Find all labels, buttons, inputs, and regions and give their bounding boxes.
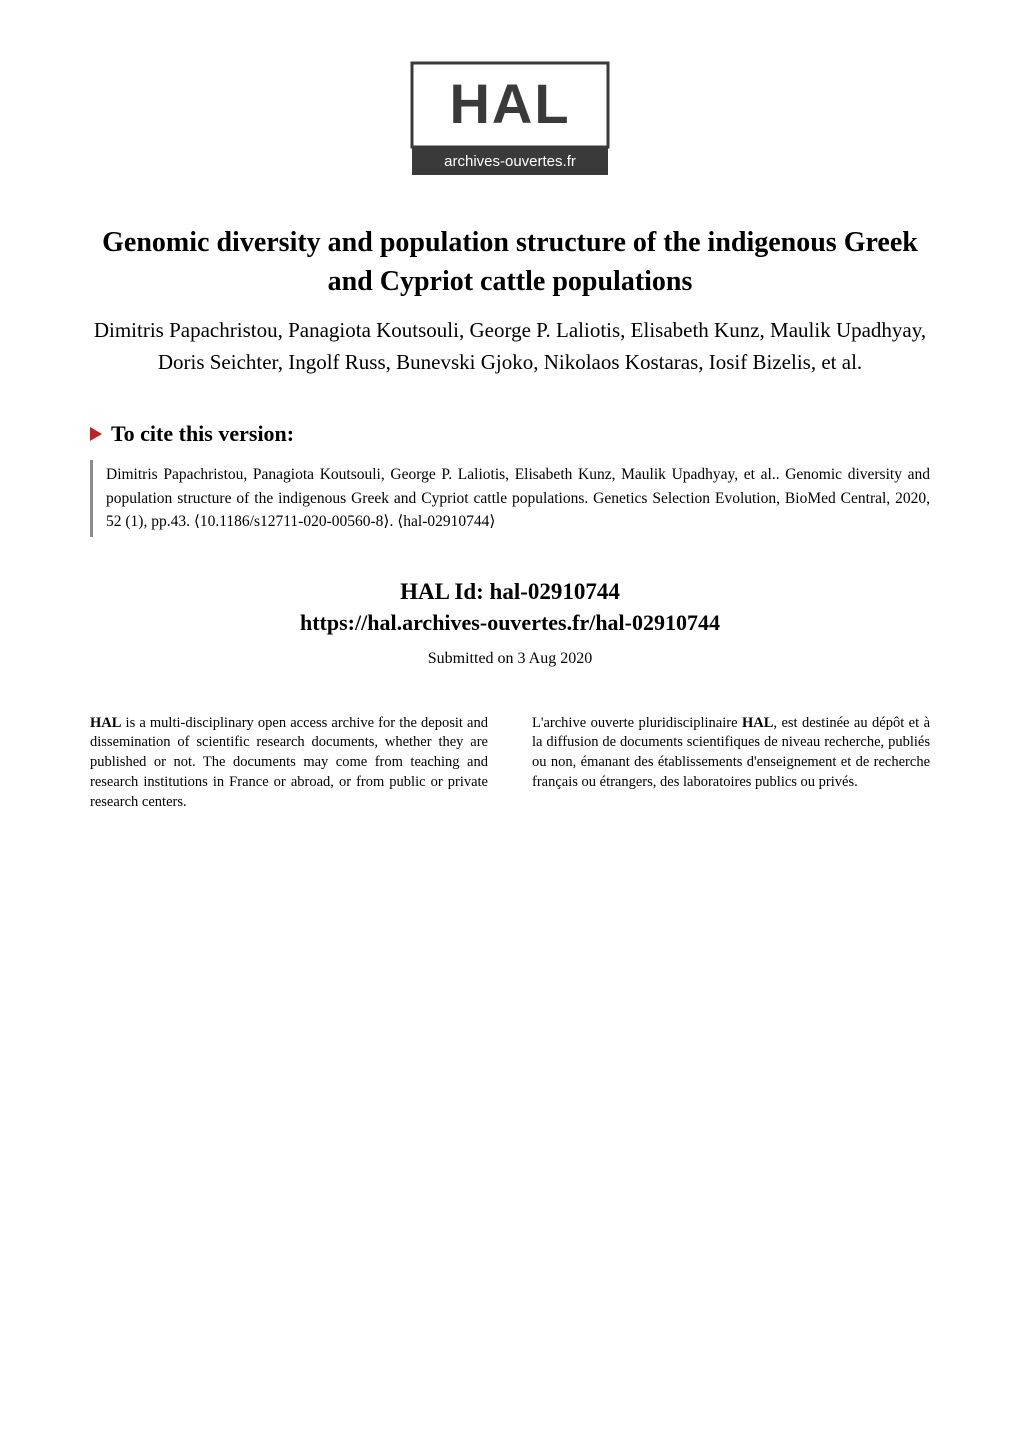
bold-hal-right: HAL <box>742 715 773 731</box>
column-right: L'archive ouverte pluridisciplinaire HAL… <box>532 714 930 813</box>
bold-hal-left: HAL <box>90 715 121 731</box>
cite-block: To cite this version: Dimitris Papachris… <box>90 421 930 537</box>
column-left-text: is a multi-disciplinary open access arch… <box>90 715 488 810</box>
authors: Dimitris Papachristou, Panagiota Koutsou… <box>90 315 930 379</box>
hal-logo: HAL archives-ouvertes.fr <box>404 55 616 186</box>
paper-title: Genomic diversity and population structu… <box>90 224 930 301</box>
cite-text: Dimitris Papachristou, Panagiota Koutsou… <box>90 460 930 537</box>
column-right-prefix: L'archive ouverte pluridisciplinaire <box>532 715 742 731</box>
svg-text:archives-ouvertes.fr: archives-ouvertes.fr <box>444 153 576 170</box>
submitted-date: Submitted on 3 Aug 2020 <box>90 650 930 668</box>
cover-page: HAL archives-ouvertes.fr Genomic diversi… <box>0 0 1020 867</box>
cite-heading-row: To cite this version: <box>90 421 930 447</box>
logo-container: HAL archives-ouvertes.fr <box>90 55 930 186</box>
description-columns: HAL is a multi-disciplinary open access … <box>90 714 930 813</box>
hal-id: HAL Id: hal-02910744 <box>90 579 930 605</box>
hal-id-block: HAL Id: hal-02910744 https://hal.archive… <box>90 579 930 636</box>
hal-url: https://hal.archives-ouvertes.fr/hal-029… <box>90 610 930 636</box>
svg-text:HAL: HAL <box>449 72 570 135</box>
column-left: HAL is a multi-disciplinary open access … <box>90 714 488 813</box>
triangle-icon <box>90 427 102 441</box>
cite-heading: To cite this version: <box>111 421 294 447</box>
